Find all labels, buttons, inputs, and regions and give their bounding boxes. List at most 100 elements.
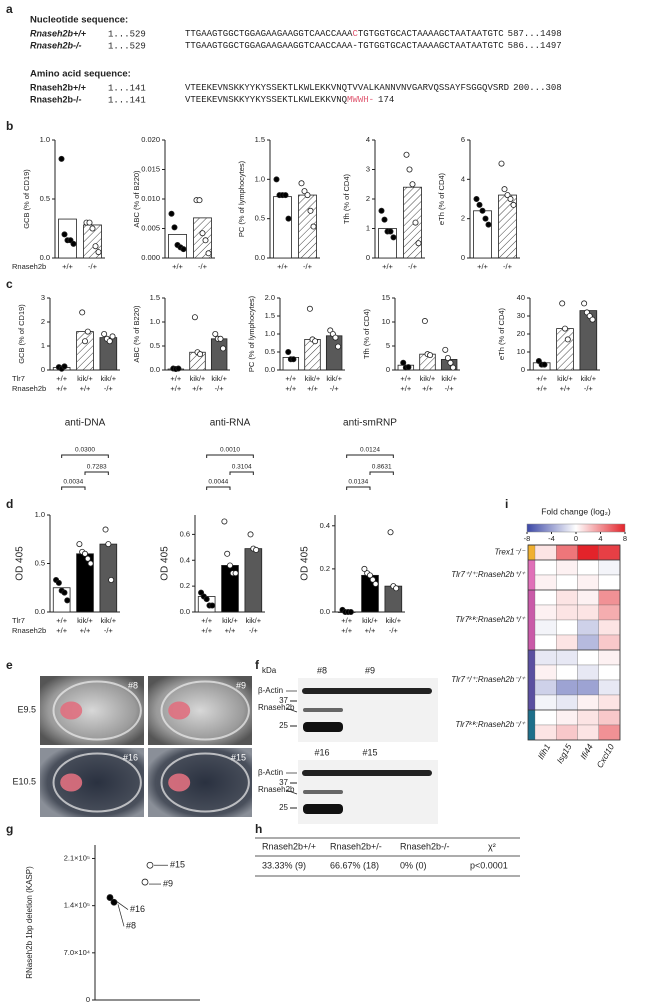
heatmap-cell — [577, 619, 599, 636]
embryo — [168, 701, 191, 720]
row-label: Rnaseh2b — [12, 626, 46, 635]
data-point — [109, 333, 116, 340]
data-point — [581, 300, 588, 307]
data-point — [290, 356, 297, 363]
stage-label: E10.5 — [12, 776, 36, 786]
table-header: Rnaseh2b+/+ — [262, 841, 316, 851]
y-tick-label: 0.4 — [320, 521, 330, 530]
x-tick-label: -/+ — [303, 262, 313, 271]
data-point — [332, 334, 339, 341]
x-tick-label: +/+ — [170, 384, 181, 393]
heatmap-cell — [534, 544, 557, 561]
x-tick-label: +/+ — [56, 374, 67, 383]
x-tick-label: +/+ — [307, 384, 318, 393]
x-tick-label: +/+ — [477, 262, 488, 271]
x-tick-label: kik/+ — [362, 616, 378, 625]
dish-rim — [52, 680, 142, 741]
data-point — [447, 359, 454, 366]
group-label: Trex1⁻/⁻ — [494, 548, 525, 557]
data-point — [82, 338, 89, 345]
data-point — [306, 305, 313, 312]
x-tick-label: -/+ — [408, 262, 418, 271]
heatmap-cell — [598, 679, 621, 696]
y-tick-label: 1 — [366, 223, 370, 232]
group-strip — [528, 560, 535, 590]
p-value: 0.7283 — [87, 464, 107, 471]
heatmap-cell — [534, 709, 557, 726]
data-point — [444, 354, 451, 361]
x-tick-label: kik/+ — [305, 374, 321, 383]
y-tick-label: 0.2 — [180, 581, 190, 590]
y-tick-label: 0.020 — [141, 135, 160, 144]
y-tick-label: 1.5 — [265, 311, 275, 320]
panel-letter: g — [6, 822, 13, 836]
data-point — [415, 240, 422, 247]
y-tick-label: 0.0 — [265, 365, 275, 374]
p-value: 0.0010 — [220, 447, 240, 454]
colorbar-tick-label: -4 — [548, 534, 555, 543]
dish-rim — [52, 752, 142, 813]
sequence-part: TTGAAGTGGCTGGAGAAGAAGGTCAACCAAA — [185, 29, 353, 39]
data-point — [427, 352, 434, 359]
table-header: χ² — [488, 841, 496, 851]
heatmap-cell — [577, 709, 599, 726]
photo — [40, 748, 144, 817]
p-value: 0.3104 — [232, 464, 252, 471]
data-point — [180, 246, 187, 253]
y-tick-label: 0.0 — [40, 253, 50, 262]
sequence-end: 174 — [378, 95, 394, 105]
sequence-start: 1...529 — [108, 41, 146, 51]
y-tick-label: 4 — [366, 135, 370, 144]
data-point — [101, 330, 108, 337]
data-point — [108, 576, 115, 583]
bar — [403, 186, 422, 259]
y-tick-label: 0.005 — [141, 223, 160, 232]
data-point — [473, 195, 480, 202]
data-point — [89, 225, 96, 232]
p-value: 0.0124 — [360, 447, 380, 454]
point-label: #15 — [170, 860, 185, 870]
x-tick-label: +/+ — [536, 374, 547, 383]
marker-label: 37 — [279, 778, 288, 787]
data-point — [312, 338, 319, 345]
sequence-part: VTEEKEVNSKKYYKYSSEKTLKWLEKKVNQTVVALKANNV… — [185, 83, 509, 93]
section-title: Nucleotide sequence: — [30, 15, 128, 26]
heatmap-cell — [598, 604, 621, 621]
colorbar-title: Fold change (log₂) — [541, 506, 611, 516]
band-label: β-Actin — [258, 686, 283, 695]
y-tick-label: 2 — [366, 194, 370, 203]
lane-label: #15 — [362, 747, 377, 757]
heatmap-cell — [598, 664, 621, 681]
sequence-part: TTGAAGTGGCTGGAGAAGAAGGTCAACCAAA-TGTGGTGC… — [185, 41, 504, 51]
data-point — [199, 230, 206, 237]
y-tick-label: 0 — [86, 995, 90, 1004]
significance-bracket — [61, 454, 109, 458]
group-strip — [528, 650, 535, 710]
data-point — [347, 609, 354, 616]
x-tick-label: kik/+ — [222, 616, 238, 625]
data-point — [110, 898, 118, 906]
data-point — [61, 363, 68, 370]
y-tick-label: 0.5 — [150, 341, 160, 350]
y-tick-label: 0.015 — [141, 164, 160, 173]
data-point — [482, 215, 489, 222]
y-tick-label: 15 — [382, 293, 390, 302]
y-tick-label: 0.2 — [320, 564, 330, 573]
data-point — [400, 359, 407, 366]
data-point — [105, 541, 112, 548]
y-axis-label: OD 405 — [15, 546, 26, 581]
x-tick-label: +/+ — [285, 374, 296, 383]
data-point — [205, 250, 212, 257]
genotype: Rnaseh2b-/- — [30, 40, 82, 50]
bar — [244, 548, 263, 613]
embryo-id: #9 — [236, 680, 246, 690]
data-point — [361, 565, 368, 572]
data-point — [92, 243, 99, 250]
data-point — [273, 176, 280, 183]
heatmap-cell — [534, 589, 557, 606]
band — [303, 722, 343, 732]
heatmap-cell — [534, 649, 557, 666]
x-tick-label: -/+ — [503, 262, 513, 271]
panel-letter: d — [6, 497, 13, 511]
sequence: TTGAAGTGGCTGGAGAAGAAGGTCAACCAAACTGTGGTGC… — [185, 29, 562, 39]
